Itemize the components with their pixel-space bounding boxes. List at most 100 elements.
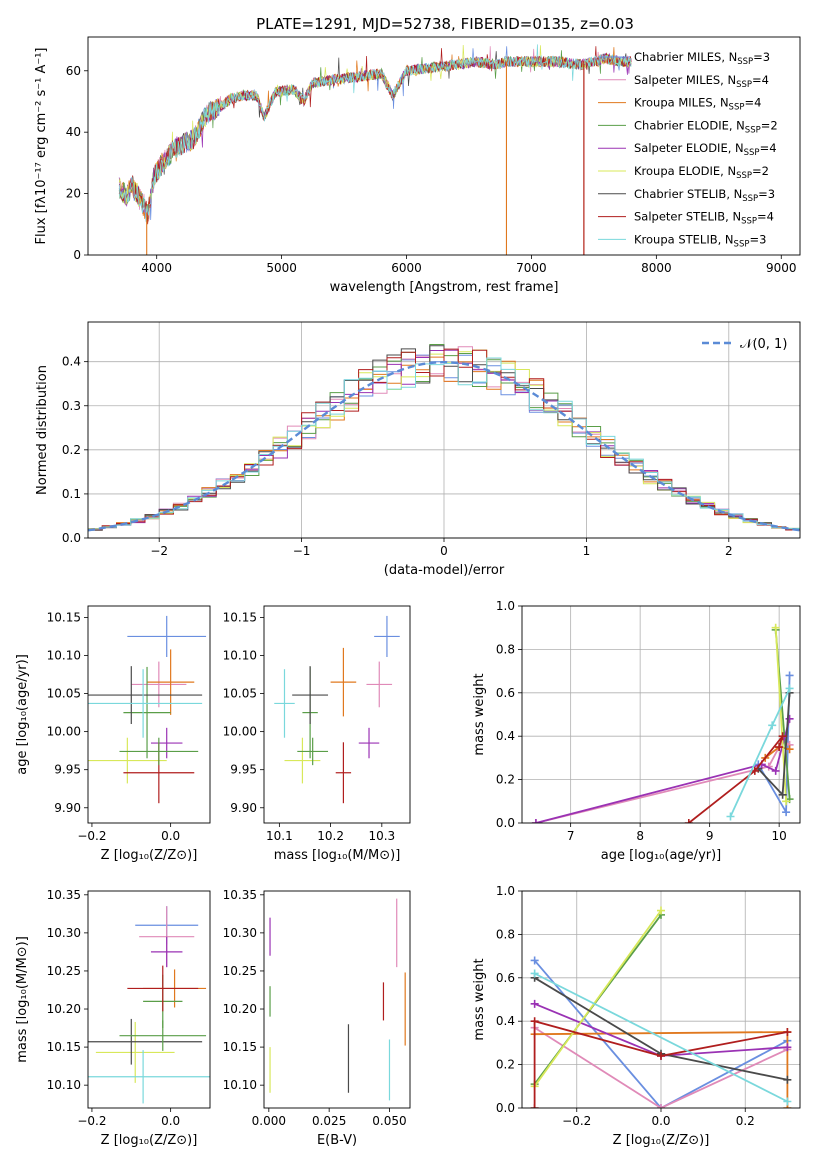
legend: Chabrier MILES, NSSP=3 Salpeter MILES, NS… [598,50,778,249]
x-tick-label: 7 [567,829,575,843]
y-axis-label: age [log₁₀(age/yr)] [15,654,30,775]
x-axis-label: (data-model)/error [384,563,505,578]
y-tick-label: 9.95 [54,763,81,777]
plot-frame [87,605,211,824]
legend-label: Chabrier STELIB, NSSP=3 [634,187,775,204]
plot-frame [263,605,411,824]
plot-frame [521,890,801,1109]
y-axis-label: Flux [fλ10⁻¹⁷ erg cm⁻² s⁻¹ A⁻¹] [34,48,49,245]
weight-marker [785,745,794,754]
x-tick-label: 10.2 [317,829,344,843]
weight-marker [530,1104,539,1108]
weight-marker [684,819,693,823]
axes-age_vs_Z: −0.2 0.0 9.90 9.95 10.00 10.05 10.10 10.15 Z [lo… [15,605,211,863]
weight-marker [778,790,787,799]
weight-marker [785,684,794,693]
y-tick-label: 10.15 [47,610,81,624]
figure-title: PLATE=1291, MJD=52738, FIBERID=0135, z=0… [256,15,634,33]
normal-curve [88,360,800,532]
weight-line-chabrier_miles [533,959,788,1108]
axes-mass_vs_EBV: 0.000 0.025 0.050 10.10 10.15 10.20 10.25 10.30… [223,888,411,1148]
x-tick-label: 0.0 [161,1114,180,1128]
x-tick-label: −0.2 [77,829,106,843]
x-tick-label: 0.0 [651,1114,670,1128]
x-tick-label: 1 [583,544,591,558]
weight-marker [778,732,787,741]
y-tick-label: 10.20 [47,1002,81,1016]
weight-marker [657,1051,665,1060]
y-tick-label: 10.25 [223,964,257,978]
y-tick-label: 10.25 [47,964,81,978]
weight-marker [782,808,791,817]
plot-frame [263,890,411,1109]
y-axis-label: mass [log₁₀(M/M⊙)] [15,936,30,1063]
y-tick-label: 0.6 [496,686,515,700]
x-tick-label: −2 [150,544,168,558]
axes-weight_vs_Z: −0.2 0.0 0.2 0.0 0.2 0.4 0.6 0.8 1.0 Z [log₁₀(Z/Z… [472,884,801,1148]
y-tick-label: 10.35 [47,888,81,902]
weight-marker [771,766,780,775]
weight-line-kroupa_elodie [533,909,662,1087]
x-tick-label: 6000 [391,261,422,275]
y-tick-label: 10.10 [47,1078,81,1092]
x-tick-label: 8000 [641,261,672,275]
y-tick-label: 9.90 [54,801,81,815]
weight-marker [530,999,539,1008]
x-tick-label: 8 [636,829,644,843]
x-axis-label: Z [log₁₀(Z/Z⊙)] [613,1133,710,1148]
x-tick-label: 9 [706,829,714,843]
plot-area [88,615,207,804]
weight-line-salpeter_stelib [533,1020,788,1108]
y-tick-label: 9.95 [230,763,257,777]
y-tick-label: 10.20 [223,1002,257,1016]
plot-frame [87,321,801,539]
y-tick-label: 10.35 [223,888,257,902]
x-axis-label: age [log₁₀(age/yr)] [601,848,722,863]
x-tick-label: 0.025 [312,1114,346,1128]
legend: 𝒩(0, 1) [702,337,787,352]
y-tick-label: 10.00 [47,725,81,739]
weight-marker [783,1028,792,1037]
y-tick-label: 0.0 [496,816,515,830]
plot-layer: 4000 5000 6000 7000 8000 90000204060wavelengt… [15,36,801,1148]
y-tick-label: 10.30 [223,926,257,940]
x-tick-label: 5000 [266,261,297,275]
y-tick-label: 10.30 [47,926,81,940]
weight-marker [783,1075,792,1084]
legend-label: Chabrier MILES, NSSP=3 [634,50,770,67]
plot-frame [521,605,801,824]
y-tick-label: 0.3 [62,399,81,413]
y-tick-label: 0.8 [496,642,515,656]
x-tick-label: 0.0 [161,829,180,843]
weight-line-salpeter_stelib [688,735,784,823]
axes-age_vs_mass: 10.1 10.2 10.3 9.90 9.95 10.00 10.05 10.10 10.15… [223,605,411,863]
y-tick-label: 0.8 [496,927,515,941]
y-tick-label: 0.1 [62,487,81,501]
y-tick-label: 0.2 [496,773,515,787]
y-tick-label: 0.6 [496,971,515,985]
legend-label: 𝒩(0, 1) [740,337,787,352]
x-axis-label: wavelength [Angstrom, rest frame] [330,280,559,295]
x-axis-label: Z [log₁₀(Z/Z⊙)] [101,1133,198,1148]
x-tick-label: −0.2 [562,1114,591,1128]
weight-marker [782,797,791,806]
x-tick-label: 10.3 [368,829,395,843]
x-tick-label: 10 [772,829,787,843]
y-tick-label: 9.90 [230,801,257,815]
x-tick-label: 4000 [141,261,172,275]
plot-area [274,615,400,804]
weight-marker [775,743,784,752]
x-tick-label: 7000 [516,261,547,275]
legend-label: Salpeter STELIB, NSSP=4 [634,210,774,227]
x-tick-label: −0.2 [77,1114,106,1128]
histogram-kroupa_stelib [88,357,800,530]
plot-area [118,44,632,255]
weight-marker [657,1104,665,1108]
x-axis-label: mass [log₁₀(M/M⊙)] [274,848,401,863]
x-tick-label: 0.000 [252,1114,286,1128]
y-tick-label: 10.05 [223,687,257,701]
y-tick-label: 1.0 [496,599,515,613]
weight-marker [726,812,735,821]
legend-label: Chabrier ELODIE, NSSP=2 [634,118,778,135]
